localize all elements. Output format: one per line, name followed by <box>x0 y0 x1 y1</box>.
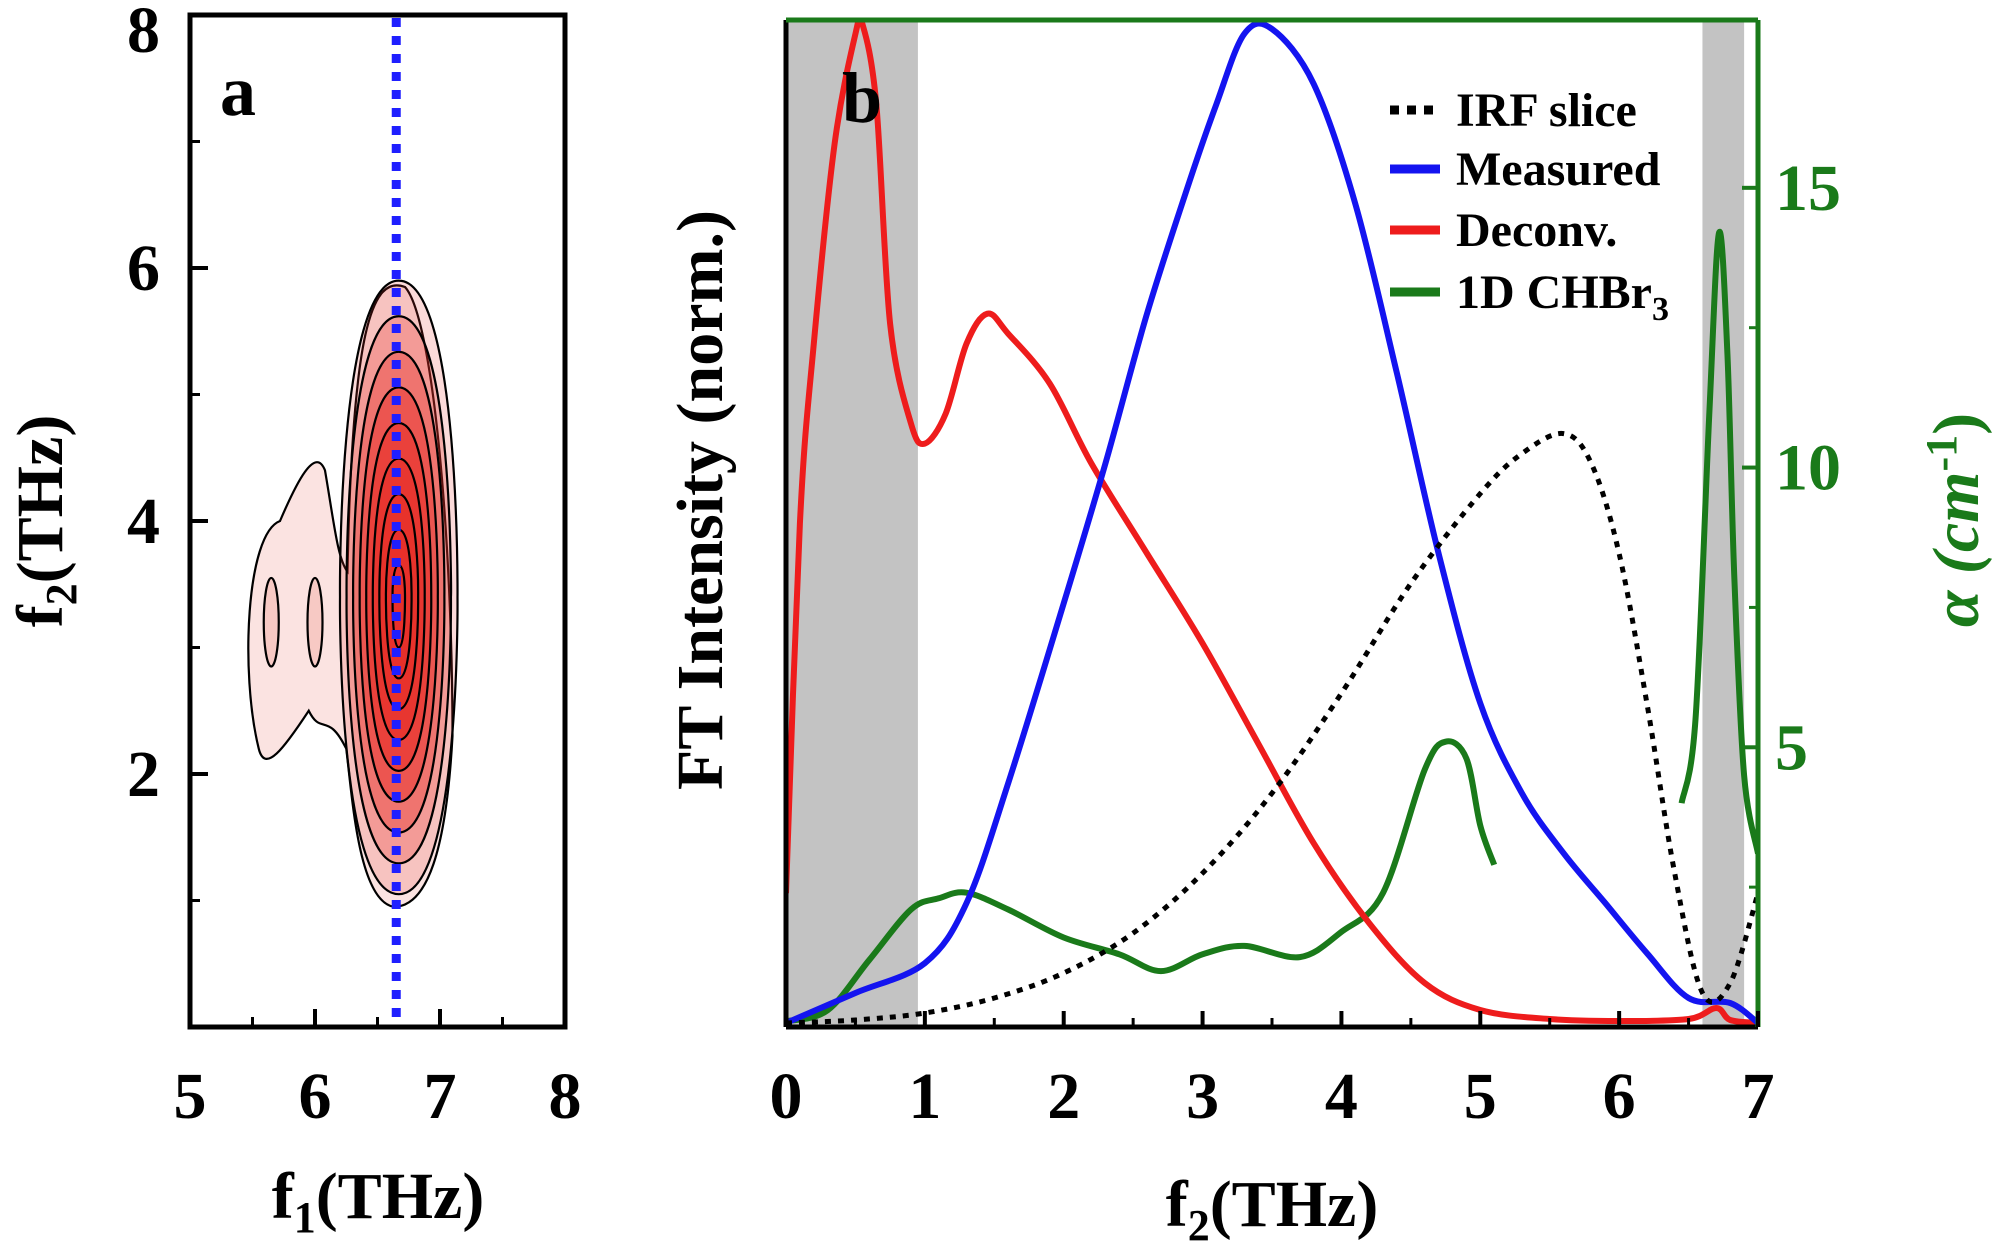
y-tick-label: 6 <box>127 232 160 305</box>
measured-line <box>786 20 1758 1026</box>
panel-b-xlabel: f2(THz) <box>1166 1168 1379 1244</box>
panel-b-ylabel-left: FT Intensity (norm.) <box>664 210 737 790</box>
y-right-tick-label: 15 <box>1775 152 1841 225</box>
y-tick-label: 4 <box>127 485 160 558</box>
panel-a-ticks: 5 6 7 8 2 4 6 8 <box>127 0 582 1133</box>
panel-b-letter: b <box>842 58 882 138</box>
legend-item-irf: IRF slice <box>1390 84 1637 137</box>
irf-slice-line <box>786 431 1758 1026</box>
y-tick-label: 8 <box>127 0 160 67</box>
x-tick-label: 2 <box>1047 1060 1080 1133</box>
legend-item-deconv: Deconv. <box>1390 204 1617 257</box>
legend-label-irf: IRF slice <box>1456 84 1637 137</box>
panel-a-ylabel: f2(THz) <box>4 415 86 628</box>
contour-level <box>391 564 407 649</box>
x-tick-label: 8 <box>549 1060 582 1133</box>
x-tick-label: 6 <box>1603 1060 1636 1133</box>
x-tick-label: 1 <box>908 1060 941 1133</box>
chbr3-line <box>1678 228 1758 855</box>
panel-a: 5 6 7 8 2 4 6 8 a f1(THz) f2(THz) <box>4 0 582 1242</box>
y-tick-label: 2 <box>127 738 160 811</box>
legend-item-measured: Measured <box>1390 143 1661 196</box>
x-tick-label: 5 <box>174 1060 207 1133</box>
contour-side-feature <box>262 576 280 668</box>
contour-plot <box>247 279 459 908</box>
x-tick-label: 5 <box>1464 1060 1497 1133</box>
shaded-region <box>1702 20 1745 1027</box>
legend-label-measured: Measured <box>1456 143 1661 196</box>
panel-b-ticks: 0 1 2 3 4 5 6 7 5 10 15 <box>770 152 1842 1133</box>
panel-a-letter: a <box>220 51 256 131</box>
panel-b: 0 1 2 3 4 5 6 7 5 10 15 b f2(THz) FT Intensity (no… <box>664 17 1993 1244</box>
shaded-regions <box>786 20 1745 1027</box>
panel-a-xlabel: f1(THz) <box>272 1160 485 1242</box>
y-right-tick-label: 5 <box>1775 711 1808 784</box>
deconv-line <box>786 20 1758 1026</box>
y-right-tick-label: 10 <box>1775 432 1841 505</box>
shaded-region <box>786 20 918 1027</box>
panel-b-ylabel-right: α (cm-1) <box>1917 413 1993 627</box>
series-lines <box>786 20 1758 1026</box>
x-tick-label: 0 <box>770 1060 803 1133</box>
contour-side-feature <box>306 576 324 668</box>
x-tick-label: 7 <box>1742 1060 1775 1133</box>
legend-label-deconv: Deconv. <box>1456 204 1617 257</box>
legend-label-chbr3: 1D CHBr3 <box>1456 266 1669 328</box>
legend: IRF slice Measured Deconv. 1D CHBr3 <box>1390 84 1669 328</box>
x-tick-label: 6 <box>299 1060 332 1133</box>
x-tick-label: 3 <box>1186 1060 1219 1133</box>
chbr3-line <box>786 738 1498 1025</box>
x-tick-label: 4 <box>1325 1060 1358 1133</box>
x-tick-label: 7 <box>424 1060 457 1133</box>
legend-item-chbr3: 1D CHBr3 <box>1390 266 1669 328</box>
